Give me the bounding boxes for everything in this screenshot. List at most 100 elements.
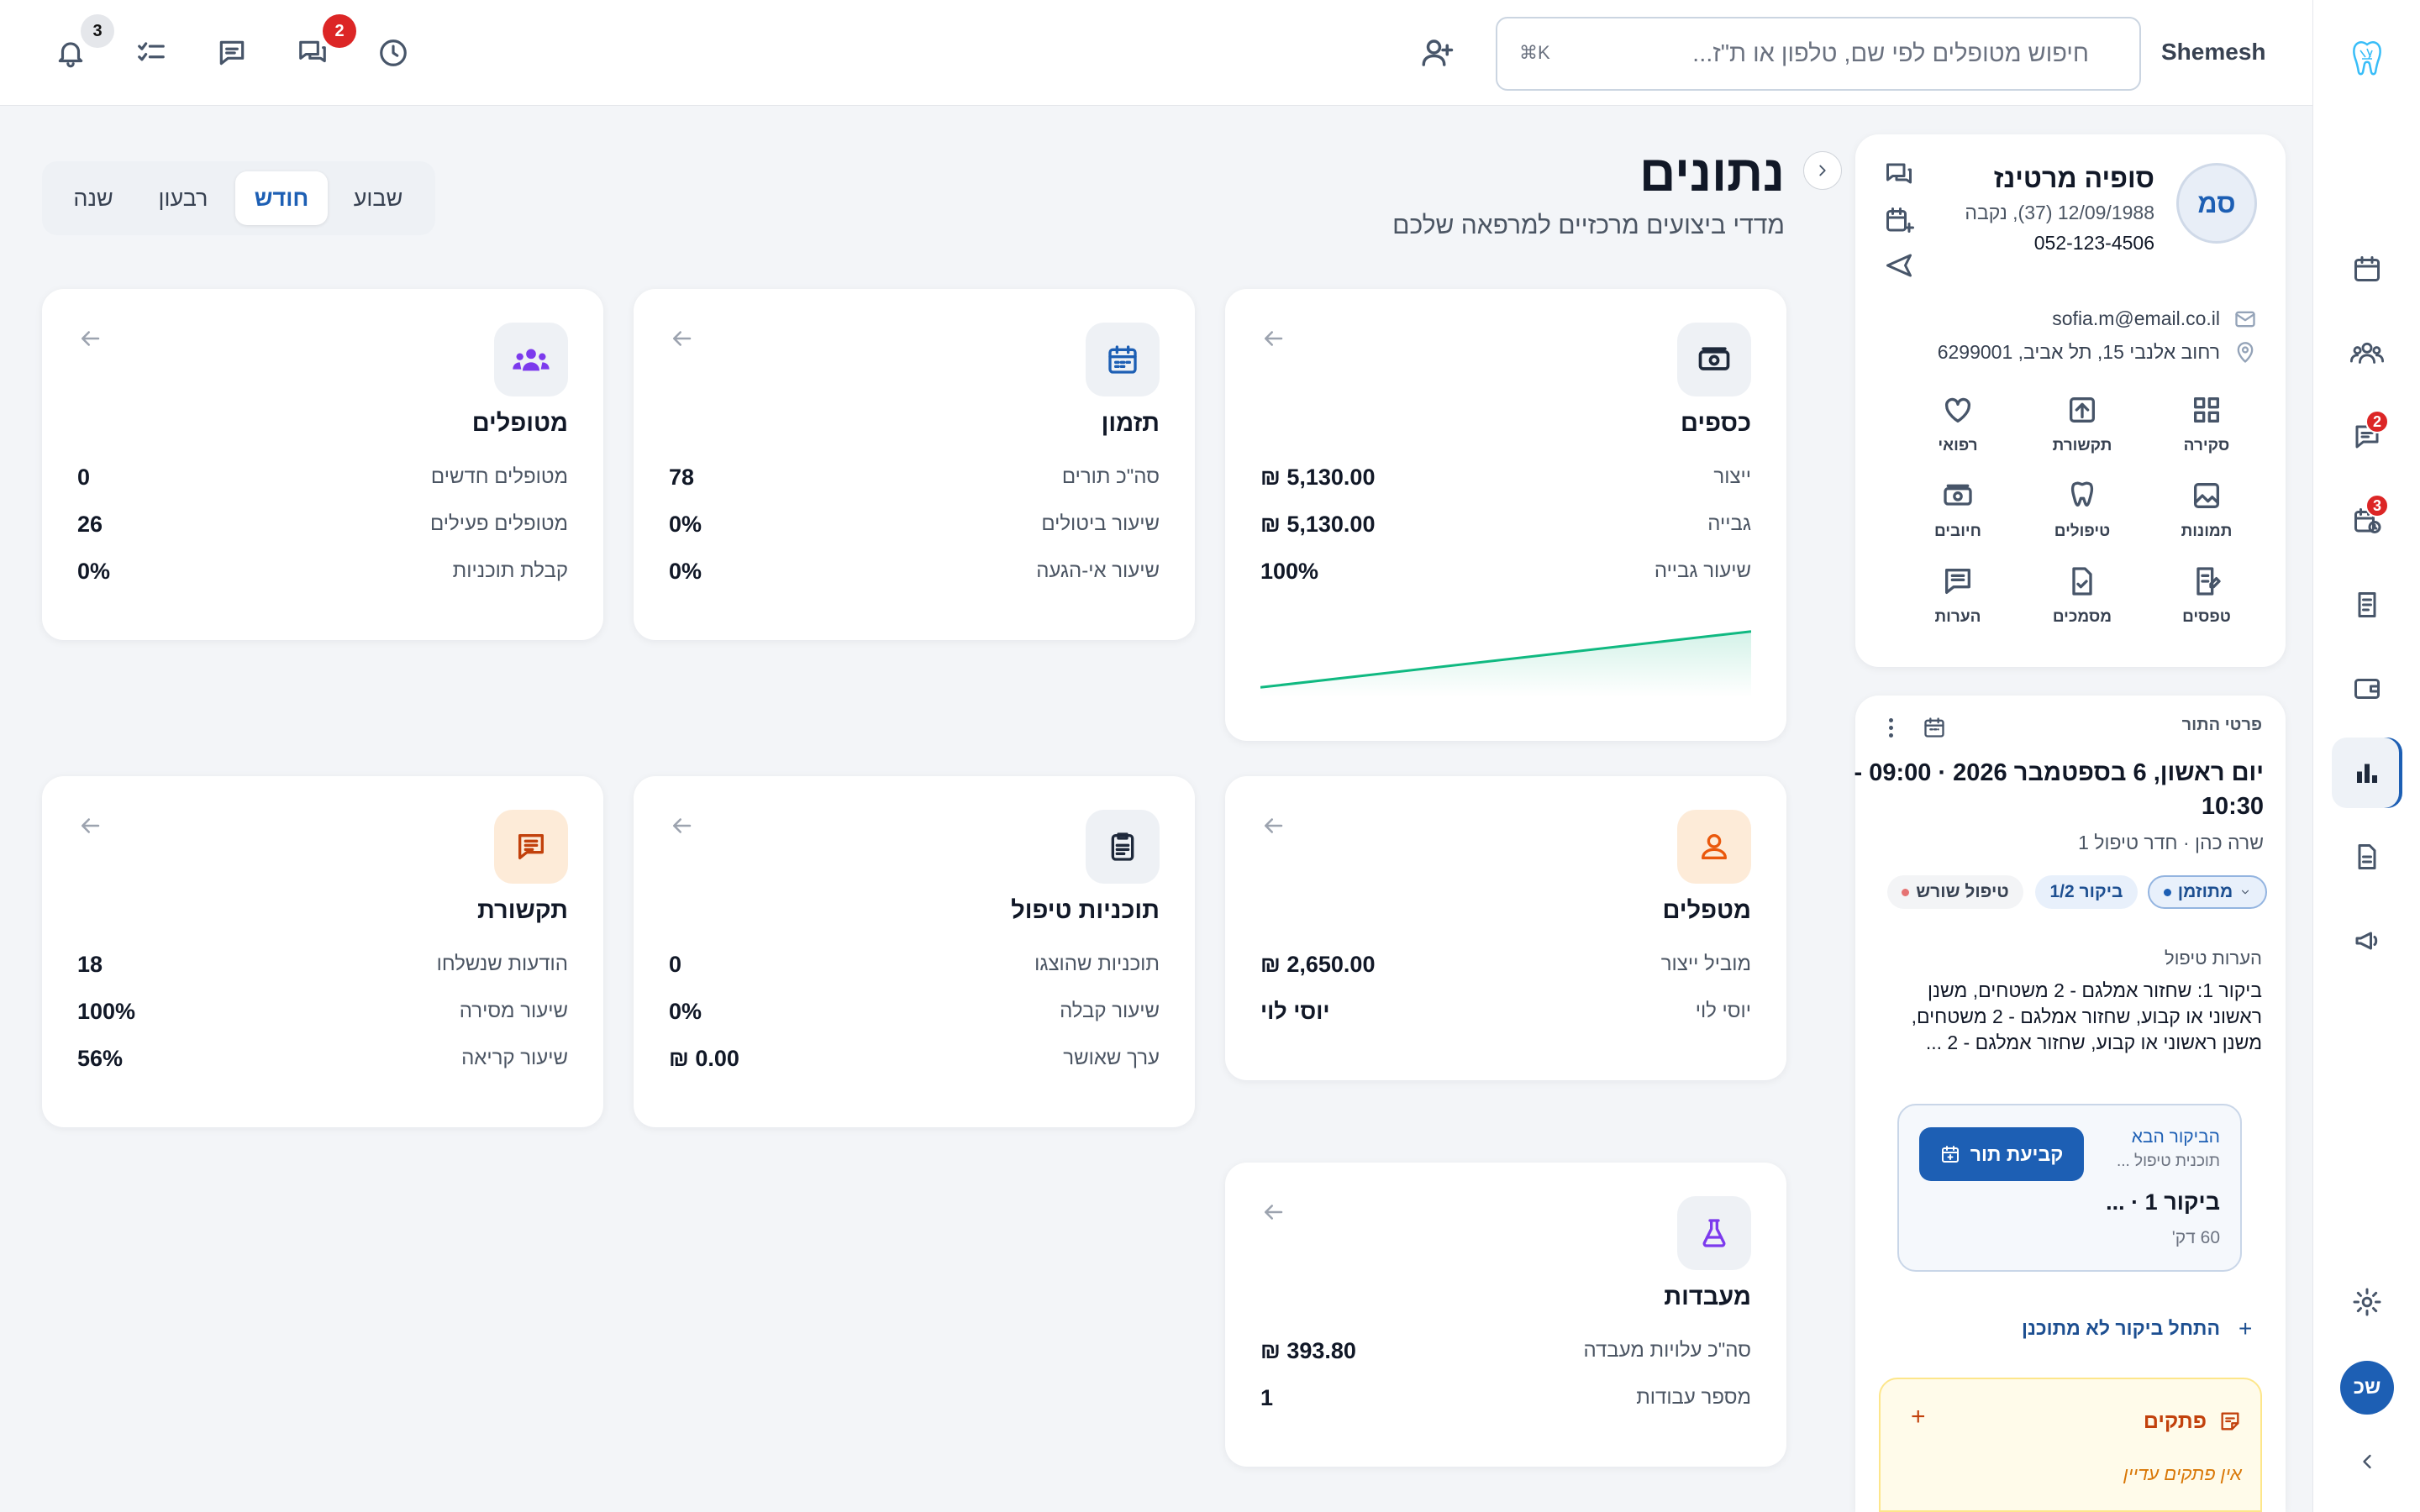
patient-email[interactable]: sofia.m@email.co.il [2052,307,2220,329]
user-avatar[interactable]: שכ [2340,1361,2394,1415]
labs-open-arrow-icon[interactable] [1260,1200,1286,1225]
analytics-icon[interactable] [2332,738,2402,808]
tile-treatments[interactable]: טיפולים [2032,479,2133,559]
treatment-plans-card[interactable]: תוכניות טיפול תוכניות שהוצגו 0 שיעור קבלה… [634,776,1195,1127]
scheduling-row-total: סה"כ תורים 78 [669,460,1160,494]
providers-card[interactable]: מטפלים מוביל ייצור ₪ 2,650.00 יוסי לוי יוס… [1225,776,1786,1080]
chat-icon[interactable] [207,28,257,78]
row-value: יוסי לוי [1260,998,1330,1024]
appointment-provider-room: שרה כהן · חדר טיפול 1 [2078,832,2264,853]
conversations-badge: 2 [323,14,356,48]
patients-icon[interactable] [2332,318,2402,388]
ledger-icon[interactable] [2332,570,2402,640]
period-month[interactable]: חודש [235,171,328,225]
row-value: 78 [669,464,695,490]
patient-search[interactable]: ⌘K [1496,17,2141,91]
period-quarter[interactable]: רבעון [158,185,208,211]
status-pill[interactable]: מתוזמן [2148,875,2267,909]
plans-row-presented: תוכניות שהוצגו 0 [669,948,1160,981]
messages-icon[interactable]: 2 [2332,402,2402,472]
next-visit-duration: 60 דק' [2171,1228,2220,1247]
book-appointment-button[interactable]: קביעת תור [1919,1127,2084,1181]
communication-open-arrow-icon[interactable] [77,813,103,838]
send-icon[interactable] [1884,250,1914,281]
tile-notes[interactable]: הערות [1907,564,2008,645]
start-unscheduled-plus-icon[interactable]: + [2238,1315,2253,1341]
settings-gear-icon[interactable] [2332,1267,2402,1337]
money-open-arrow-icon[interactable] [1260,326,1286,351]
patient-phone[interactable]: 052-123-4506 [2033,232,2154,254]
scheduling-card[interactable]: תזמון סה"כ תורים 78 שיעור ביטולים 0% שיעור… [634,289,1195,640]
treatment-plans-open-arrow-icon[interactable] [669,813,694,838]
appointment-section-label: פרטי התור [2181,716,2262,734]
tile-overview[interactable]: סקירה [2156,393,2257,474]
patients-open-arrow-icon[interactable] [77,326,103,351]
book-appointment-label: קביעת תור [1970,1142,2064,1165]
treatment-notes-text: ביקור 1: שחזור אמלגם - 2 משטחים, משנן רא… [1911,979,2262,1053]
patient-details: 12/09/1988 (37), נקבה [1965,202,2154,223]
row-value: ₪ 5,130.00 [1260,511,1376,537]
panel-toggle-chevron-icon[interactable] [1803,151,1842,190]
row-value: 100% [77,998,136,1024]
appointments-icon[interactable]: 3 [2332,486,2402,556]
labs-card[interactable]: מעבדות סה"כ עלויות מעבדה ₪ 393.80 מספר עב… [1225,1163,1786,1467]
next-visit-title: ביקור 1 · ... [2106,1189,2220,1215]
patient-avatar[interactable]: סמ [2176,163,2257,244]
notifications-bell-icon[interactable]: 3 [45,14,114,78]
money-row-collection: גבייה ₪ 5,130.00 [1260,507,1751,541]
row-label: שיעור אי-הגעה [1036,559,1160,582]
collapse-chevron-icon[interactable] [2332,1428,2402,1495]
schedule-patient-icon[interactable] [1884,205,1914,235]
page-title: נתונים [1639,145,1785,202]
start-unscheduled-visit-link[interactable]: התחל ביקור לא מתוכנן [2022,1317,2220,1339]
providers-open-arrow-icon[interactable] [1260,813,1286,838]
tile-medical[interactable]: רפואי [1907,393,2008,474]
money-card[interactable]: כספים ייצור ₪ 5,130.00 גבייה ₪ 5,130.00 שי… [1225,289,1786,741]
providers-title: מטפלים [1662,897,1751,924]
conversations-icon[interactable]: 2 [287,14,356,78]
row-label: תוכניות שהוצגו [1034,953,1160,975]
communication-card[interactable]: תקשורת הודעות שנשלחו 18 שיעור מסירה 100% ש… [42,776,603,1127]
money-icon [1677,323,1751,396]
tile-documents[interactable]: מסמכים [2032,564,2133,645]
status-label: מתוזמן [2177,882,2233,901]
visit-pill[interactable]: ביקור 1/2 [2035,875,2138,909]
scheduling-row-no-show: שיעור אי-הגעה 0% [669,554,1160,588]
period-year[interactable]: שנה [73,185,113,211]
scheduling-title: תזמון [1101,410,1160,437]
next-visit-box: הביקור הבא תוכנית טיפול ... ביקור 1 · ..… [1897,1104,2242,1272]
treatment-pill[interactable]: טיפול שורש [1887,875,2023,909]
tile-forms[interactable]: טפסים [2156,564,2257,645]
appointment-calendar-icon[interactable] [1923,716,1946,739]
megaphone-icon[interactable] [2332,906,2402,976]
history-clock-icon[interactable] [368,28,418,78]
patients-row-new: מטופלים חדשים 0 [77,460,568,494]
tile-images[interactable]: תמונות [2156,479,2257,559]
tasks-icon[interactable] [126,28,176,78]
tooth-logo-icon[interactable] [2332,24,2402,94]
notifications-badge: 3 [81,14,114,48]
patient-name[interactable]: סופיה מרטינז [1993,163,2154,193]
row-value: 0% [669,558,702,584]
scheduling-open-arrow-icon[interactable] [669,326,694,351]
appointment-time-end: 10:30 [2201,793,2264,820]
tile-billing[interactable]: חיובים [1907,479,2008,559]
providers-row-top-provider: יוסי לוי יוסי לוי [1260,995,1751,1028]
row-label: מטופלים חדשים [430,465,568,488]
patients-card[interactable]: מטופלים מטופלים חדשים 0 מטופלים פעילים 26 … [42,289,603,640]
message-patient-icon[interactable] [1884,160,1914,190]
row-value: ₪ 2,650.00 [1260,951,1376,977]
calendar-icon[interactable] [2332,234,2402,304]
row-value: ₪ 393.80 [1260,1337,1356,1363]
add-patient-icon[interactable] [1412,28,1462,78]
sticky-note-icon [2218,1410,2242,1433]
clinic-name[interactable]: Shemesh [2161,39,2266,65]
period-week[interactable]: שבוע [353,185,403,211]
wallet-icon[interactable] [2332,654,2402,724]
row-label: קבלת תוכניות [452,559,568,582]
add-note-plus-icon[interactable]: + [1911,1403,1926,1431]
more-options-icon[interactable] [1882,716,1899,739]
search-input[interactable] [1548,18,2089,89]
document-icon[interactable] [2332,822,2402,892]
tile-communication[interactable]: תקשורת [2032,393,2133,474]
